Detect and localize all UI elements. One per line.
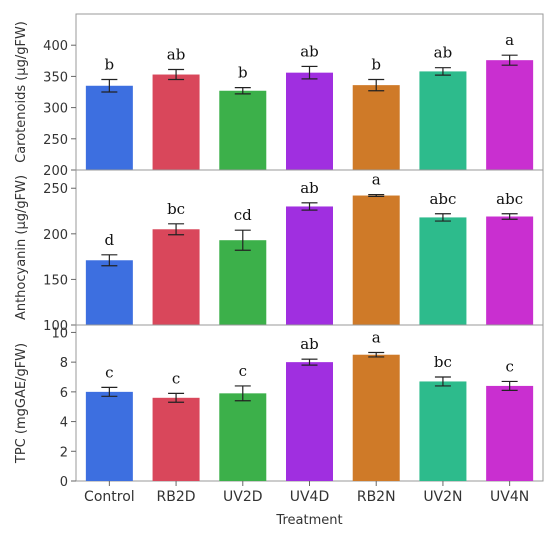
y-tick-label: 8 xyxy=(60,356,68,371)
x-tick-label: Control xyxy=(84,489,135,505)
significance-label: d xyxy=(105,231,115,249)
y-tick-label: 0 xyxy=(60,475,68,490)
error-bar xyxy=(234,87,251,95)
y-tick-label: 10 xyxy=(51,326,68,341)
significance-label: ab xyxy=(300,179,319,197)
error-bar xyxy=(368,351,385,358)
x-tick-label: UV4D xyxy=(290,489,330,505)
bar-uv2n xyxy=(419,217,467,325)
y-tick-label: 200 xyxy=(43,228,68,243)
significance-label: c xyxy=(505,357,513,375)
bar-uv4n xyxy=(486,60,534,171)
bar-rb2d xyxy=(152,74,200,170)
significance-label: a xyxy=(505,31,514,49)
significance-label: c xyxy=(172,369,180,387)
x-tick-label: RB2N xyxy=(357,489,396,505)
x-tick-label: UV2D xyxy=(223,489,263,505)
error-bar xyxy=(301,202,318,211)
x-tick-label: RB2D xyxy=(157,489,196,505)
bar-control xyxy=(85,85,133,170)
significance-label: b xyxy=(238,64,248,82)
error-bar xyxy=(168,223,185,236)
significance-label: c xyxy=(239,362,247,380)
panel-1: 100 150 200 250 Anthocyanin (µg/gFW) d bc cd ab a… xyxy=(14,169,544,334)
y-tick-label: 150 xyxy=(43,273,68,288)
bar-rb2d xyxy=(152,397,200,481)
bar-rb2n xyxy=(352,85,400,170)
error-bar xyxy=(301,65,318,80)
error-bar xyxy=(168,392,185,403)
panel-2: 0 2 4 6 8 10 TPC (mgGAE/gFW) c c c ab a bc c xyxy=(14,324,544,490)
error-bar xyxy=(434,376,451,387)
bar-uv4n xyxy=(486,216,534,325)
significance-label: c xyxy=(105,363,113,381)
bar-uv2n xyxy=(419,381,467,481)
bar-rb2n xyxy=(352,354,400,481)
bar-control xyxy=(85,260,133,325)
y-tick-label: 200 xyxy=(43,164,68,179)
error-bar xyxy=(368,78,385,92)
significance-label: bc xyxy=(434,353,452,371)
error-bar xyxy=(501,54,518,66)
significance-label: ab xyxy=(300,335,319,353)
bar-uv2n xyxy=(419,71,467,170)
y-axis-title: TPC (mgGAE/gFW) xyxy=(14,343,29,464)
y-tick-label: 4 xyxy=(60,416,68,431)
bar-rb2d xyxy=(152,229,200,325)
error-bar xyxy=(301,358,318,366)
y-tick-label: 300 xyxy=(43,102,68,117)
y-tick-label: 2 xyxy=(60,445,68,460)
significance-label: bc xyxy=(167,200,185,218)
error-bar xyxy=(501,213,518,220)
error-bar xyxy=(434,67,451,76)
bar-uv4d xyxy=(286,72,333,170)
error-bar xyxy=(434,213,451,222)
error-bar xyxy=(368,194,385,198)
significance-label: ab xyxy=(167,46,186,64)
error-bar xyxy=(101,386,118,397)
error-bar xyxy=(168,68,185,81)
y-tick-label: 400 xyxy=(43,39,68,54)
significance-label: a xyxy=(372,171,381,189)
significance-label: cd xyxy=(234,206,252,224)
bar-control xyxy=(85,391,133,481)
x-axis-title: Treatment xyxy=(275,513,342,528)
bar-uv4d xyxy=(286,206,333,325)
x-tick-label: UV4N xyxy=(490,489,529,505)
significance-label: a xyxy=(372,328,381,346)
error-bar xyxy=(234,229,251,251)
significance-label: ab xyxy=(434,44,453,62)
y-axis-title: Anthocyanin (µg/gFW) xyxy=(14,175,29,320)
significance-label: abc xyxy=(496,190,523,208)
bar-uv2d xyxy=(219,393,267,481)
y-tick-label: 250 xyxy=(43,133,68,148)
y-tick-label: 250 xyxy=(43,182,68,197)
error-bar xyxy=(234,385,251,402)
bar-rb2n xyxy=(352,195,400,325)
error-bar xyxy=(101,78,118,93)
bar-uv4n xyxy=(486,385,534,481)
error-bar xyxy=(501,380,518,391)
error-bar xyxy=(101,254,118,267)
x-axis-categories: Control RB2D UV2D UV4D RB2N UV2N UV4N xyxy=(84,481,529,505)
x-tick-label: UV2N xyxy=(423,489,462,505)
significance-label: abc xyxy=(429,190,456,208)
y-tick-label: 350 xyxy=(43,70,68,85)
bar-uv2d xyxy=(219,90,267,170)
y-tick-label: 100 xyxy=(43,319,68,334)
significance-label: b xyxy=(105,56,115,74)
bar-uv4d xyxy=(286,362,333,481)
significance-label: ab xyxy=(300,42,319,60)
y-axis-title: Carotenoids (µg/gFW) xyxy=(14,21,29,163)
significance-label: b xyxy=(371,56,381,74)
y-tick-label: 6 xyxy=(60,386,68,401)
bar-uv2d xyxy=(219,240,267,325)
